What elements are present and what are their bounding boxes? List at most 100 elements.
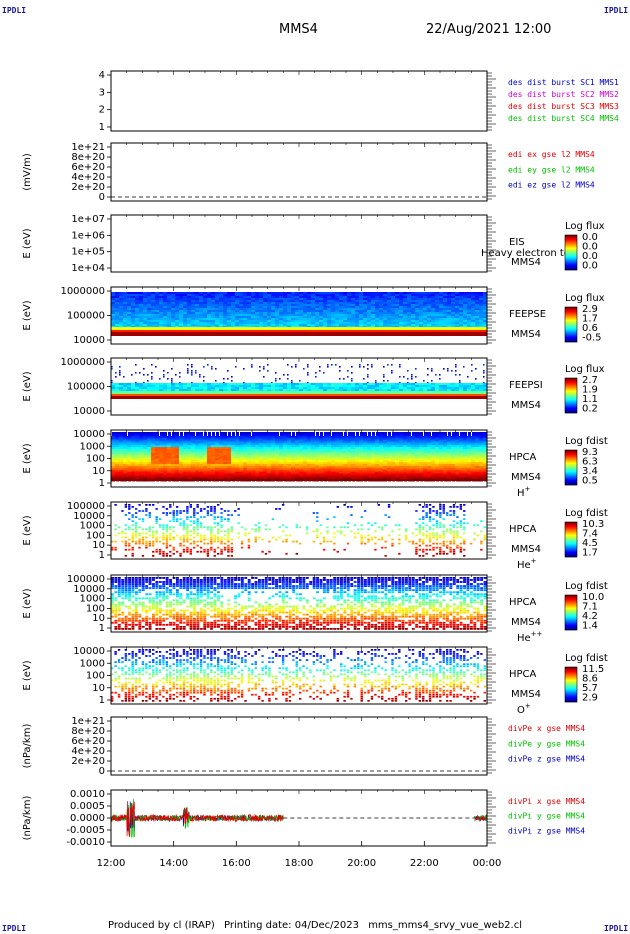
top-axis-ticks-edi [110,143,488,147]
y-tick-label-hpca_hepp-1: 10000 [73,584,105,595]
colorbar-tick-feepsi-1: 1.9 [582,385,598,396]
top-axis-ticks-hpca_he [110,502,488,506]
colorbar-hpca_o [564,666,578,703]
y-tick-label-hpca_o-0: 10000 [73,646,105,657]
corner-label-bottom-left: IPDLI [2,924,27,933]
legend-edi-2: edi ez gse l2 MMS4 [508,181,595,190]
right-axis-ticks-divpe [487,718,496,774]
y-tick-label-hpca_hepp-4: 10 [92,613,105,624]
colorbar-tick-eis-2: 0.0 [582,251,598,262]
colorbar-tick-eis-0: 0.0 [582,232,598,243]
series-line-x [110,801,488,837]
y-tick-label-hpca_he-0: 100000 [67,501,105,512]
x-tick-label-3: 18:00 [285,858,314,869]
instrument-label-feepsi: FEEPSI [509,380,543,391]
colorbar-tick-feepse-1: 1.7 [582,314,598,325]
legend-burst-0: des dist burst SC1 MMS1 [508,78,619,87]
top-axis-ticks-burst [110,71,488,75]
colorbar-eis [564,234,578,271]
colorbar-tick-hpca_hepp-1: 7.1 [582,602,598,613]
right-axis-ticks-feepse [487,288,496,344]
right-axis-ticks-burst [487,72,496,131]
y-tick-label-edi-3: 4e+20 [71,172,105,183]
footer: Produced by cl (IRAP) Printing date: 04/… [0,920,630,931]
y-tick-label-edi-2: 6e+20 [71,162,105,173]
right-axis-ticks-edi [487,144,496,200]
y-tick-label-burst-1: 3 [99,87,105,98]
colorbar-hpca_hepp [564,594,578,631]
instrument-label-hpca_he: HPCA [509,524,537,535]
spacecraft-label-feepsi: MMS4 [511,400,541,411]
instrument-label-hpca_h: HPCA [509,452,537,463]
legend-divpe-1: divPe y gse MMS4 [508,739,585,748]
y-tick-label-hpca_hepp-3: 100 [86,603,105,614]
y-axis-label-hpca_h: E (eV) [22,443,33,473]
colorbar-tick-feepsi-3: 0.2 [582,404,598,415]
right-axis-ticks-divpi [487,791,496,844]
y-tick-label-eis-2: 1e+05 [71,247,105,258]
y-tick-label-hpca_hepp-5: 1 [99,623,105,634]
top-axis-ticks-divpe [110,717,488,721]
y-tick-label-edi-0: 1e+21 [71,142,105,153]
colorbar-tick-feepsi-2: 1.1 [582,394,598,405]
colorbar-hpca_he [564,521,578,558]
footer-produced-by: Produced by cl (IRAP) [108,920,215,931]
y-tick-label-divpe-3: 4e+20 [71,746,105,757]
legend-burst-1: des dist burst SC2 MMS2 [508,90,619,99]
legend-divpe-0: divPe x gse MMS4 [508,724,585,733]
y-tick-label-divpe-5: 0 [99,766,105,777]
legend-burst-2: des dist burst SC3 MMS3 [508,102,619,111]
y-axis-label-feepsi: E (eV) [22,371,33,401]
y-tick-label-edi-1: 8e+20 [71,152,105,163]
colorbar-tick-feepse-0: 2.9 [582,304,598,315]
colorbar-tick-hpca_hepp-2: 4.2 [582,611,598,622]
colorbar-tick-hpca_o-1: 8.6 [582,674,598,685]
y-tick-label-hpca_h-4: 1 [99,478,105,489]
colorbar-tick-hpca_h-1: 6.3 [582,457,598,468]
legend-divpe-2: divPe z gse MMS4 [508,755,585,764]
y-tick-label-edi-4: 2e+20 [71,182,105,193]
y-tick-label-divpi-3: -0.0005 [66,825,105,836]
spectrogram-hpca_o [111,649,486,702]
datetime-title: 22/Aug/2021 12:00 [426,22,552,37]
colorbar-tick-eis-3: 0.0 [582,261,598,272]
panel-frame-burst [110,70,488,132]
y-tick-label-feepse-2: 10000 [73,335,105,346]
colorbar-title-eis: Log flux [565,221,605,232]
y-axis-label-feepse: E (eV) [22,300,33,330]
colorbar-tick-hpca_he-1: 7.4 [582,529,598,540]
top-axis-ticks-hpca_h [110,430,488,434]
x-tick-label-2: 16:00 [222,858,251,869]
spectrogram-hpca_h [111,432,488,487]
y-tick-label-feepsi-0: 1000000 [60,357,105,368]
species-label-hpca_h: H+ [517,485,531,499]
spacecraft-label-eis: MMS4 [511,257,541,268]
top-axis-ticks-hpca_hepp [110,575,488,579]
y-tick-label-hpca_h-3: 10 [92,466,105,477]
spacecraft-label-hpca_h: MMS4 [511,472,541,483]
top-axis-ticks-eis [110,215,488,219]
x-tick-label-5: 22:00 [410,858,439,869]
legend-burst-3: des dist burst SC4 MMS4 [508,114,619,123]
spacecraft-label-hpca_he: MMS4 [511,544,541,555]
y-tick-label-divpe-4: 2e+20 [71,756,105,767]
right-axis-ticks-hpca_o [487,648,496,704]
colorbar-tick-hpca_he-0: 10.3 [582,519,604,530]
y-tick-label-hpca_he-5: 1 [99,550,105,561]
colorbar-hpca_h [564,449,578,486]
y-tick-label-feepsi-2: 10000 [73,406,105,417]
colorbar-feepse [564,306,578,343]
corner-label-top-left: IPDLI [2,6,27,15]
y-tick-label-hpca_he-2: 1000 [80,521,105,532]
y-tick-label-divpe-0: 1e+21 [71,716,105,727]
y-tick-label-hpca_o-1: 1000 [80,658,105,669]
colorbar-tick-hpca_he-3: 1.7 [582,548,598,559]
right-axis-ticks-eis [487,216,496,272]
instrument-label-hpca_o: HPCA [509,669,537,680]
y-tick-label-burst-0: 4 [99,70,105,81]
colorbar-title-hpca_hepp: Log fdist [565,581,608,592]
y-tick-label-hpca_hepp-2: 1000 [80,594,105,605]
y-tick-label-feepse-0: 1000000 [60,286,105,297]
instrument-label-feepse: FEEPSE [509,309,546,320]
y-tick-label-hpca_h-0: 10000 [73,429,105,440]
